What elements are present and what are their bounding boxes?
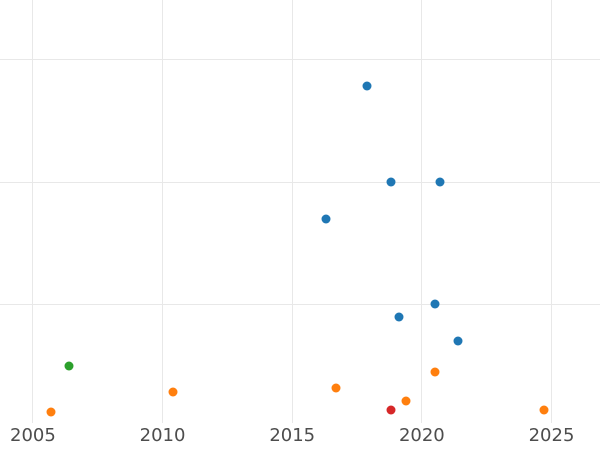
x-tick-label-2020: 2020 [398, 425, 445, 446]
data-point-green-series [64, 361, 74, 371]
x-axis: 2005 2010 2015 2020 2025 [0, 423, 600, 450]
data-point-orange-series [168, 387, 178, 397]
vertical-gridline [291, 0, 293, 423]
data-point-orange-series [331, 383, 341, 393]
data-point-blue-series [362, 81, 372, 91]
x-tick-label-2015: 2015 [269, 425, 316, 446]
data-point-orange-series [539, 405, 549, 415]
horizontal-gridline [0, 59, 600, 61]
data-point-blue-series [430, 299, 440, 309]
plot-area [0, 0, 600, 423]
data-point-blue-series [394, 312, 404, 322]
vertical-gridline [551, 0, 552, 423]
data-point-blue-series [321, 214, 331, 224]
data-point-red-series [386, 405, 396, 415]
horizontal-gridline [0, 303, 600, 305]
data-point-orange-series [401, 396, 411, 406]
x-tick-label-2025: 2025 [528, 425, 575, 446]
data-point-blue-series [435, 177, 445, 187]
vertical-gridline [32, 0, 34, 423]
vertical-gridline [421, 0, 423, 423]
data-point-blue-series [453, 336, 463, 346]
horizontal-gridline [0, 181, 600, 183]
vertical-gridline [162, 0, 164, 423]
data-point-blue-series [386, 177, 396, 187]
x-tick-label-2010: 2010 [139, 425, 186, 446]
data-point-orange-series [430, 367, 440, 377]
data-point-orange-series [46, 407, 56, 417]
x-tick-label-2005: 2005 [10, 425, 56, 446]
